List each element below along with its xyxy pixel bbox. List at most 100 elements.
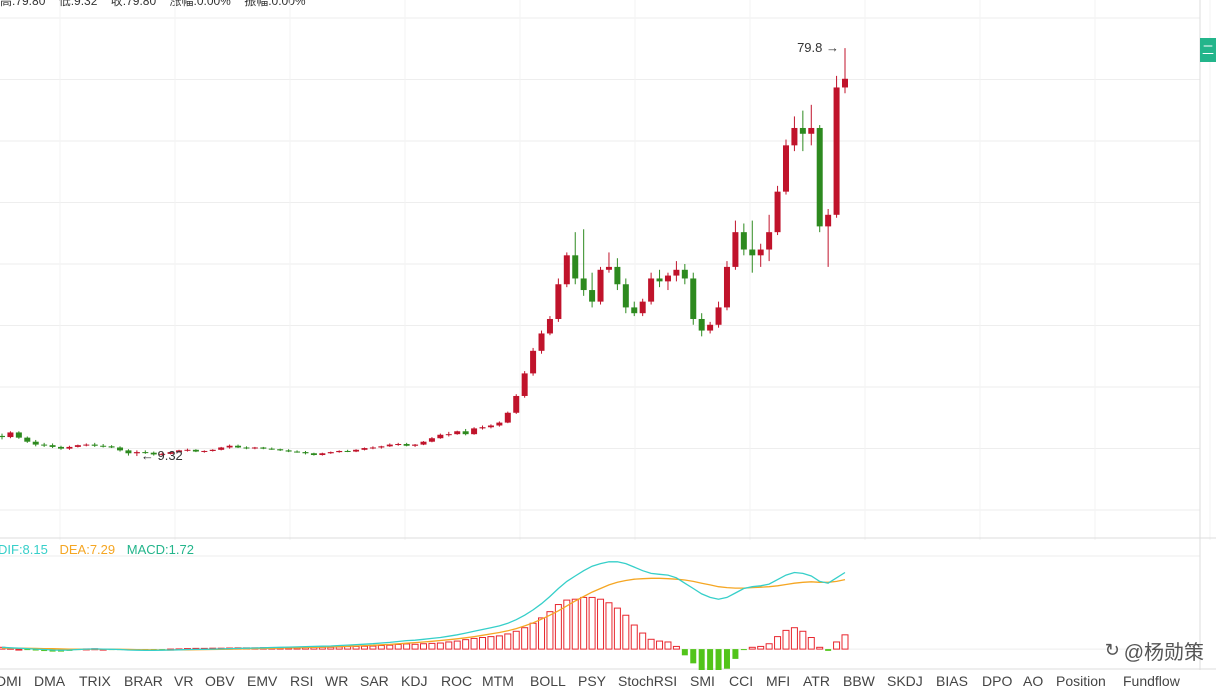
candle-body bbox=[0, 435, 5, 438]
candle bbox=[66, 445, 73, 450]
candle-body bbox=[572, 255, 579, 279]
price-axis-handle[interactable]: 二 bbox=[1200, 38, 1216, 62]
low-readout: 低:9.32 bbox=[58, 0, 98, 8]
tab-boll[interactable]: BOLL bbox=[530, 673, 566, 689]
tab-smi[interactable]: SMI bbox=[690, 673, 715, 689]
macd-bar bbox=[495, 635, 503, 650]
macd-bar bbox=[799, 630, 807, 650]
candle-body bbox=[437, 434, 444, 439]
candle bbox=[108, 445, 115, 449]
tab-stochrsi[interactable]: StochRSI bbox=[618, 673, 678, 689]
tab-roc[interactable]: ROC bbox=[441, 673, 473, 689]
dea-label: DEA:7.29 bbox=[59, 542, 116, 557]
candle bbox=[774, 185, 781, 236]
candle bbox=[74, 444, 81, 448]
tab-sar[interactable]: SAR bbox=[360, 673, 389, 689]
macd-bar bbox=[377, 645, 385, 650]
candle-body bbox=[403, 444, 410, 446]
candle bbox=[91, 442, 98, 447]
macd-bar bbox=[672, 645, 680, 650]
candle-body bbox=[487, 425, 494, 428]
candle-body bbox=[757, 249, 764, 256]
macd-bar bbox=[462, 639, 470, 650]
macd-bar bbox=[833, 641, 841, 650]
candle bbox=[454, 430, 461, 435]
macd-bar bbox=[605, 602, 613, 650]
tab-rsi[interactable]: RSI bbox=[290, 673, 314, 689]
tab-position[interactable]: Position bbox=[1056, 673, 1106, 689]
macd-bar bbox=[386, 644, 394, 650]
tab-emv[interactable]: EMV bbox=[247, 673, 278, 689]
candle-body bbox=[504, 412, 511, 423]
candle-body bbox=[58, 446, 65, 449]
candle bbox=[833, 75, 840, 218]
tab-wr[interactable]: WR bbox=[325, 673, 349, 689]
candle bbox=[327, 451, 334, 454]
tab-ao[interactable]: AO bbox=[1023, 673, 1044, 689]
candle bbox=[740, 223, 747, 256]
macd-chart[interactable] bbox=[0, 540, 1216, 670]
candle-body bbox=[386, 444, 393, 447]
tab-kdj[interactable]: KDJ bbox=[401, 673, 428, 689]
macd-bar bbox=[647, 638, 655, 650]
tab-dma[interactable]: DMA bbox=[34, 673, 66, 689]
candle bbox=[386, 443, 393, 447]
candle bbox=[7, 431, 14, 439]
candle-body bbox=[91, 444, 98, 446]
tab-vr[interactable]: VR bbox=[174, 673, 194, 689]
candle-body bbox=[117, 447, 124, 451]
candle-body bbox=[479, 427, 486, 429]
candle bbox=[412, 444, 419, 447]
candle bbox=[336, 450, 343, 453]
macd-histogram bbox=[0, 596, 849, 670]
candle bbox=[403, 442, 410, 447]
candle-body bbox=[698, 318, 705, 331]
candle bbox=[597, 266, 604, 305]
macd-bar bbox=[428, 642, 436, 650]
candle-body bbox=[530, 350, 537, 374]
tab-bbw[interactable]: BBW bbox=[843, 673, 875, 689]
tab-bias[interactable]: BIAS bbox=[936, 673, 968, 689]
macd-bar bbox=[436, 642, 444, 650]
candle bbox=[639, 298, 646, 317]
candle-body bbox=[555, 284, 562, 319]
macd-bar bbox=[690, 649, 697, 664]
candle bbox=[133, 450, 140, 457]
macd-bar bbox=[664, 641, 672, 650]
candle bbox=[41, 442, 48, 447]
tab-atr[interactable]: ATR bbox=[803, 673, 830, 689]
candle-body bbox=[622, 284, 629, 308]
tab-dpo[interactable]: DPO bbox=[982, 673, 1013, 689]
macd-bar bbox=[790, 627, 798, 650]
macd-bar bbox=[512, 630, 520, 650]
tab-cci[interactable]: CCI bbox=[729, 673, 754, 689]
candle-body bbox=[209, 449, 216, 451]
candle bbox=[664, 272, 671, 291]
tab-fundflow[interactable]: Fundflow bbox=[1123, 673, 1180, 689]
macd-bar bbox=[740, 649, 747, 651]
candle bbox=[766, 214, 773, 262]
candle-body bbox=[766, 232, 773, 250]
tab-mtm[interactable]: MTM bbox=[482, 673, 514, 689]
tab-skdj[interactable]: SKDJ bbox=[887, 673, 923, 689]
macd-bar bbox=[715, 649, 722, 670]
candle bbox=[319, 452, 326, 456]
tab-brar[interactable]: BRAR bbox=[124, 673, 163, 689]
candle-body bbox=[24, 437, 31, 442]
tab-mfi[interactable]: MFI bbox=[766, 673, 791, 689]
candle bbox=[437, 433, 444, 439]
candle-body bbox=[159, 453, 166, 455]
candle-body bbox=[782, 145, 789, 192]
tab-obv[interactable]: OBV bbox=[205, 673, 235, 689]
candle bbox=[209, 449, 216, 452]
candle-body bbox=[614, 266, 621, 285]
candle bbox=[723, 261, 730, 311]
macd-bar bbox=[563, 599, 571, 650]
tab-trix[interactable]: TRIX bbox=[79, 673, 111, 689]
candlestick-chart[interactable]: 79.8 → ← 9.32 bbox=[0, 0, 1216, 540]
tab-psy[interactable]: PSY bbox=[578, 673, 607, 689]
macd-bar bbox=[369, 645, 377, 650]
candle bbox=[799, 110, 806, 152]
tab-dmi[interactable]: DMI bbox=[0, 673, 22, 689]
candle-body bbox=[395, 444, 402, 446]
